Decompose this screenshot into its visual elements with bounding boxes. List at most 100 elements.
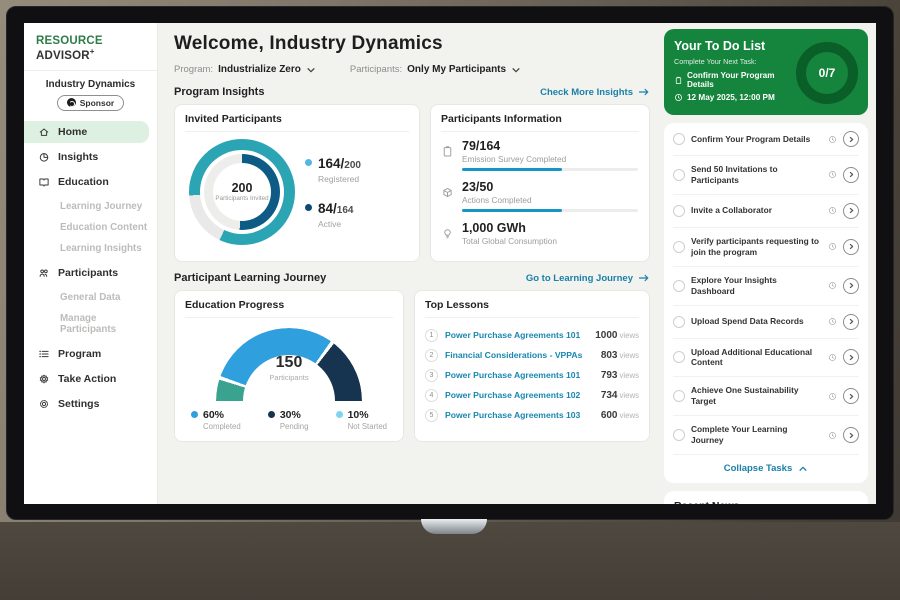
task-row[interactable]: Explore Your Insights Dashboard <box>673 267 859 306</box>
task-row[interactable]: Send 50 Invitations to Participants <box>673 156 859 195</box>
journey-cards-row: Education Progress 150 Participants <box>174 290 650 442</box>
clock-icon <box>829 431 836 439</box>
sidebar-item-insights[interactable]: Insights <box>24 146 149 168</box>
sidebar-item-education-content[interactable]: Education Content <box>60 221 148 233</box>
task-checkbox[interactable] <box>673 168 685 181</box>
lesson-link[interactable]: Power Purchase Agreements 102 <box>445 390 581 400</box>
participants-information-card: Participants Information 79/164 Emission… <box>430 104 650 262</box>
todo-progress-value: 0/7 <box>818 65 836 80</box>
card-title: Education Progress <box>185 299 393 318</box>
pie-chart-icon <box>39 152 49 162</box>
donut-center-label: Participants Invited <box>215 194 269 202</box>
task-go-button[interactable] <box>843 388 859 405</box>
check-more-insights-link[interactable]: Check More Insights <box>540 87 650 98</box>
sidebar-item-education[interactable]: Education <box>24 171 149 193</box>
task-go-button[interactable] <box>843 202 859 219</box>
lesson-row: 3 Power Purchase Agreements 101 793 views <box>425 365 639 385</box>
todo-subtitle: Complete Your Next Task: <box>674 57 757 66</box>
box-icon <box>443 187 452 198</box>
lesson-row: 2 Financial Considerations - VPPAs 803 vi… <box>425 345 639 365</box>
task-checkbox[interactable] <box>673 133 685 145</box>
arrow-right-icon <box>638 88 649 96</box>
top-lessons-card: Top Lessons 1 Power Purchase Agreements … <box>414 290 650 442</box>
chevron-right-icon <box>849 136 853 142</box>
task-row[interactable]: Upload Additional Educational Content <box>673 339 859 378</box>
sidebar-item-label: Participants <box>58 266 119 279</box>
sidebar-item-learning-journey[interactable]: Learning Journey <box>60 200 143 212</box>
card-title: Invited Participants <box>185 113 409 132</box>
program-insights-header: Program Insights Check More Insights <box>174 86 650 98</box>
clock-icon <box>829 354 836 361</box>
task-checkbox[interactable] <box>673 315 685 328</box>
task-row[interactable]: Verify participants requesting to join t… <box>673 228 859 267</box>
sidebar-item-home[interactable]: Home <box>24 120 149 143</box>
sidebar-item-settings[interactable]: Settings <box>24 393 149 415</box>
logo-resource: RESOURCE <box>36 35 103 47</box>
lesson-link[interactable]: Financial Considerations - VPPAs <box>445 350 583 360</box>
task-checkbox[interactable] <box>673 240 685 253</box>
task-row[interactable]: Complete Your Learning Journey <box>673 416 859 456</box>
task-checkbox[interactable] <box>673 279 685 292</box>
task-list: Confirm Your Program Details Send 50 Inv… <box>664 123 868 484</box>
sidebar-item-learning-insights[interactable]: Learning Insights <box>60 242 142 254</box>
task-go-button[interactable] <box>843 427 859 444</box>
task-row[interactable]: Confirm Your Program Details <box>673 123 859 156</box>
task-row[interactable]: Achieve One Sustainability Target <box>673 377 859 417</box>
lesson-link[interactable]: Power Purchase Agreements 101 <box>445 370 581 380</box>
legend-dot <box>191 411 198 418</box>
sidebar-item-program[interactable]: Program <box>24 343 149 365</box>
task-row[interactable]: Invite a Collaborator <box>673 195 859 228</box>
task-checkbox[interactable] <box>673 390 685 403</box>
program-label: Program: <box>174 64 214 75</box>
link-label: Go to Learning Journey <box>525 272 633 284</box>
sidebar-item-label: Home <box>58 125 88 138</box>
sidebar-item-participants[interactable]: Participants <box>24 262 149 284</box>
task-go-button[interactable] <box>843 313 859 330</box>
task-checkbox[interactable] <box>673 204 685 217</box>
lesson-link[interactable]: Power Purchase Agreements 103 <box>445 410 581 420</box>
legend-completed: 60% Completed <box>191 409 241 431</box>
clock-icon <box>829 392 836 400</box>
legend-dot <box>305 204 312 211</box>
section-title: Program Insights <box>174 86 265 98</box>
monitor-frame: RESOURCE ADVISOR+ Industry Dynamics Spon… <box>6 6 894 520</box>
task-checkbox[interactable] <box>673 429 685 442</box>
task-checkbox[interactable] <box>673 351 685 364</box>
chevron-right-icon <box>849 244 853 250</box>
legend-registered: 164/200 Registered <box>305 155 361 184</box>
monitor-stand <box>421 519 487 534</box>
logo-advisor: ADVISOR <box>36 49 90 62</box>
task-go-button[interactable] <box>843 238 859 255</box>
stat-global-consumption: 1,000 GWh Total Global Consumption <box>441 221 639 250</box>
task-go-button[interactable] <box>843 277 859 294</box>
clock-icon <box>829 135 836 143</box>
gear-icon <box>40 399 48 408</box>
lesson-row: 1 Power Purchase Agreements 101 1000 view… <box>425 325 639 345</box>
clock-icon <box>829 171 836 179</box>
go-to-learning-journey-link[interactable]: Go to Learning Journey <box>526 273 650 284</box>
task-row[interactable]: Upload Spend Data Records <box>673 306 859 339</box>
clock-icon <box>829 282 836 290</box>
sidebar-item-label: Settings <box>58 397 100 410</box>
task-go-button[interactable] <box>843 166 859 183</box>
logo-plus: + <box>89 47 95 56</box>
sidebar-item-manage-participants[interactable]: Manage Participants <box>60 312 117 335</box>
education-progress-card: Education Progress 150 Participants <box>174 290 404 442</box>
progress-track <box>462 209 638 212</box>
task-go-button[interactable] <box>843 131 859 147</box>
sidebar-item-general-data[interactable]: General Data <box>60 291 121 303</box>
sidebar-item-label: Insights <box>58 150 99 163</box>
filter-bar: Program: Industrialize Zero Participants… <box>174 64 650 75</box>
main-content: Welcome, Industry Dynamics Program: Indu… <box>158 23 660 504</box>
lesson-link[interactable]: Power Purchase Agreements 101 <box>445 330 581 340</box>
clock-icon <box>675 94 682 101</box>
program-select[interactable]: Program: Industrialize Zero <box>174 64 316 75</box>
participants-select[interactable]: Participants: Only My Participants <box>350 64 521 75</box>
task-go-button[interactable] <box>843 349 859 366</box>
participants-value: Only My Participants <box>407 64 507 75</box>
stat-actions-completed: 23/50 Actions Completed <box>441 180 639 212</box>
progress-track <box>462 168 638 171</box>
legend-pending: 30% Pending <box>267 409 308 431</box>
collapse-tasks-link[interactable]: Collapse Tasks <box>673 455 859 483</box>
sidebar-item-take-action[interactable]: Take Action <box>24 368 149 390</box>
